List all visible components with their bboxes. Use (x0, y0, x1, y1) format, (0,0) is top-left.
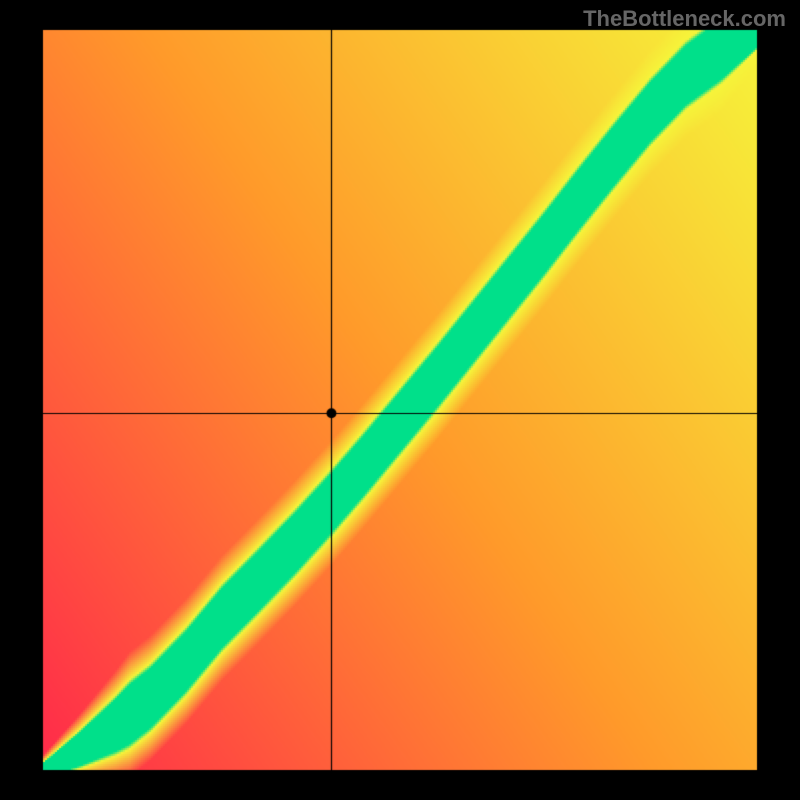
chart-container: TheBottleneck.com (0, 0, 800, 800)
watermark-text: TheBottleneck.com (583, 6, 786, 32)
heatmap-canvas (0, 0, 800, 800)
